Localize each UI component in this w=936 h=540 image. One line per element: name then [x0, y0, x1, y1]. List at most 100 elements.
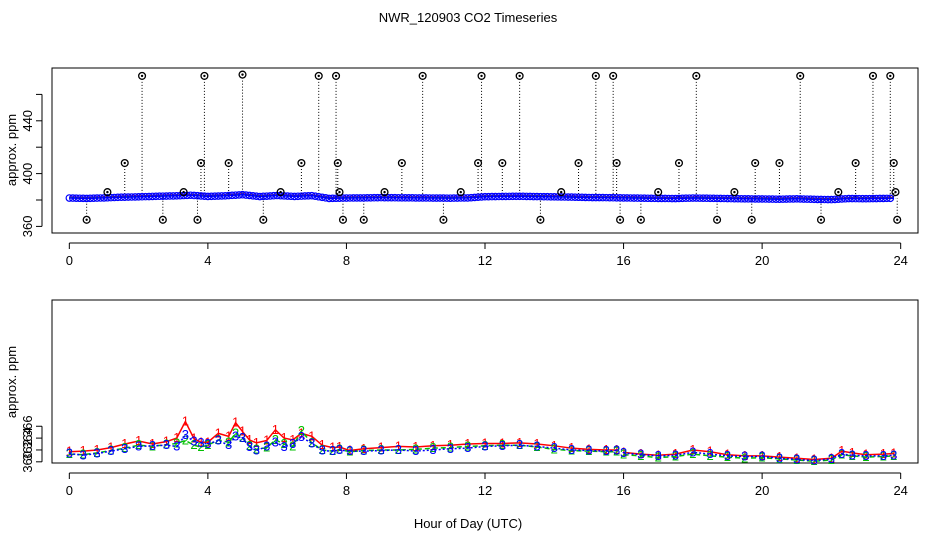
series-1-point: 1 — [197, 434, 204, 449]
outlier-center — [317, 74, 320, 78]
series-3-point: 3 — [121, 441, 128, 456]
series-3-point: 3 — [689, 444, 696, 459]
bottom-y-axis-label: approx. ppm — [4, 346, 19, 418]
outlier-circle — [851, 158, 860, 168]
series-3-point: 3 — [464, 440, 471, 455]
series-2-point: 2 — [80, 447, 87, 462]
series-1-point: 1 — [862, 447, 869, 462]
series-2-point: 2 — [849, 448, 856, 463]
series-2-point: 2 — [308, 435, 315, 450]
outlier-center — [338, 190, 341, 194]
bottom-x-tick-label: 24 — [893, 483, 907, 498]
series-1-point: 1 — [741, 448, 748, 463]
outlier-circle — [331, 71, 341, 80]
series-1-point: 1 — [838, 443, 845, 458]
outlier-center — [871, 74, 875, 78]
series-1-point: 1 — [182, 414, 189, 429]
outlier-point — [138, 71, 147, 80]
baseline-point — [245, 191, 254, 200]
outlier-point — [120, 158, 129, 168]
outlier-point — [418, 71, 427, 80]
series-3-point: 3 — [412, 443, 419, 458]
x-axis-label: Hour of Day (UTC) — [414, 516, 522, 531]
series-1-point: 1 — [107, 440, 114, 455]
series-2-point: 2 — [135, 437, 142, 452]
series-1-point: 1 — [346, 443, 353, 458]
series-1-point: 1 — [810, 451, 817, 466]
top-x-tick-label: 0 — [66, 253, 73, 268]
outlier-circle — [654, 188, 663, 197]
outlier-point — [200, 71, 209, 80]
series-1-point: 1 — [776, 449, 783, 464]
outlier-point — [158, 215, 167, 224]
series-1-point: 1 — [759, 448, 766, 463]
series-3-point: 3 — [253, 443, 260, 458]
outlier-circle — [536, 215, 545, 224]
series-1-point: 1 — [93, 442, 100, 457]
outlier-center — [199, 161, 203, 165]
baseline-point — [307, 191, 316, 200]
series-1-point: 1 — [272, 422, 279, 437]
outlier-point — [834, 188, 843, 197]
outlier-circle — [259, 215, 268, 224]
outlier-circle — [751, 158, 760, 168]
outlier-point — [609, 71, 618, 80]
series-1-point: 1 — [395, 438, 402, 453]
series-1-point: 1 — [263, 432, 270, 447]
outlier-circle — [674, 158, 684, 168]
outlier-point — [179, 188, 188, 197]
bottom-x-axis: 0 4 8 12 16 20 24 — [66, 472, 908, 498]
outlier-point — [359, 215, 368, 224]
outlier-point — [477, 71, 486, 80]
outlier-center — [140, 74, 144, 78]
baseline-point — [314, 192, 323, 201]
outlier-circle — [886, 71, 895, 80]
outlier-circle — [775, 158, 784, 168]
series-1-point: 1 — [360, 441, 367, 456]
outlier-center — [733, 190, 736, 194]
outlier-circle — [868, 71, 878, 80]
top-x-tick-label: 8 — [343, 253, 350, 268]
outlier-point — [612, 158, 621, 168]
series-2-point: 2 — [215, 432, 222, 447]
outlier-point — [238, 70, 247, 79]
series-2-point: 2 — [395, 442, 402, 457]
series-3-point: 3 — [890, 447, 897, 462]
series-3-point: 3 — [447, 441, 454, 456]
outlier-center — [279, 190, 282, 194]
series-3-point: 3 — [516, 437, 523, 452]
series-2-point: 2 — [190, 437, 197, 452]
series-3-point: 3 — [225, 437, 232, 452]
outlier-center — [400, 161, 404, 165]
series-3-point: 3 — [263, 438, 270, 453]
baseline-point — [318, 193, 326, 202]
outlier-circle — [224, 158, 233, 168]
series-3-point: 3 — [239, 430, 246, 445]
series-3-point: 3 — [197, 435, 204, 450]
outlier-center — [161, 218, 165, 221]
outlier-circle — [477, 71, 486, 80]
series-3-line — [69, 434, 617, 457]
series-2-point: 2 — [377, 442, 384, 457]
series-1-point: 1 — [308, 428, 315, 443]
series-3-point: 3 — [182, 427, 189, 442]
outlier-point — [314, 71, 323, 80]
outlier-circle — [138, 71, 147, 80]
series-1-point: 1 — [280, 430, 287, 445]
outlier-center — [611, 74, 615, 78]
series-1-point: 1 — [239, 424, 246, 439]
series-3-point: 3 — [880, 448, 887, 463]
series-3-point: 3 — [838, 446, 845, 461]
series-3-point: 3 — [568, 442, 575, 457]
series-3-point: 3 — [272, 434, 279, 449]
top-x-tick-label: 4 — [204, 253, 211, 268]
series-3-point: 3 — [280, 439, 287, 454]
series-1-point: 1 — [163, 434, 170, 449]
series-2-point: 2 — [289, 438, 296, 453]
series-3-point: 3 — [759, 448, 766, 463]
outlier-circle — [314, 71, 323, 80]
series-2-point: 2 — [603, 444, 610, 459]
series-1-point: 1 — [66, 444, 73, 459]
